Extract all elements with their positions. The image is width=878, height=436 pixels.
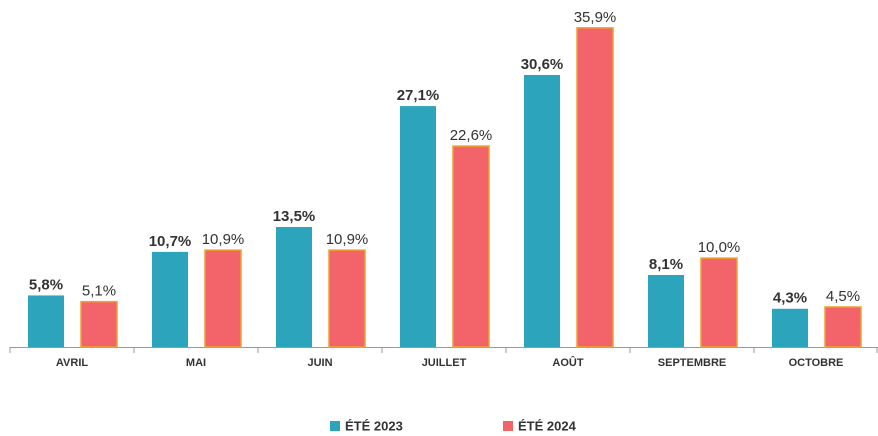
legend-swatch [330,421,340,431]
data-label: 8,1% [649,256,683,273]
data-label: 10,7% [149,233,192,250]
data-label: 5,1% [82,283,116,300]
bar [152,251,188,347]
x-tick-label: JUIN [307,357,332,369]
x-tick-label: OCTOBRE [789,357,844,369]
x-tick-label: AOÛT [552,356,583,369]
bar [28,295,64,347]
data-label: 10,0% [698,239,741,256]
data-label: 35,9% [574,9,617,26]
legend-label: ÉTÉ 2024 [518,418,577,433]
legend-label: ÉTÉ 2023 [345,418,403,433]
data-label: 10,9% [202,231,245,248]
bar [80,300,118,348]
data-label: 10,9% [326,231,369,248]
data-label: 4,3% [773,290,807,307]
bar [772,308,808,347]
data-label: 4,5% [826,288,860,305]
x-tick-label: JUILLET [422,357,467,369]
data-label: 13,5% [273,208,316,225]
bar [276,226,312,347]
bar [576,27,614,348]
legend-swatch [503,421,513,431]
data-label: 5,8% [29,276,63,293]
x-tick-label: AVRIL [56,357,88,369]
bar [524,74,560,347]
bar [824,306,862,348]
bar [452,145,490,348]
x-tick-label: SEPTEMBRE [658,357,726,369]
bar [400,106,436,348]
bar [204,249,242,348]
data-label: 30,6% [521,56,564,73]
bar [648,274,684,347]
data-label: 22,6% [450,127,493,144]
bar [700,257,738,348]
bar [328,249,366,348]
data-label: 27,1% [397,87,440,104]
x-tick-label: MAI [186,357,206,369]
